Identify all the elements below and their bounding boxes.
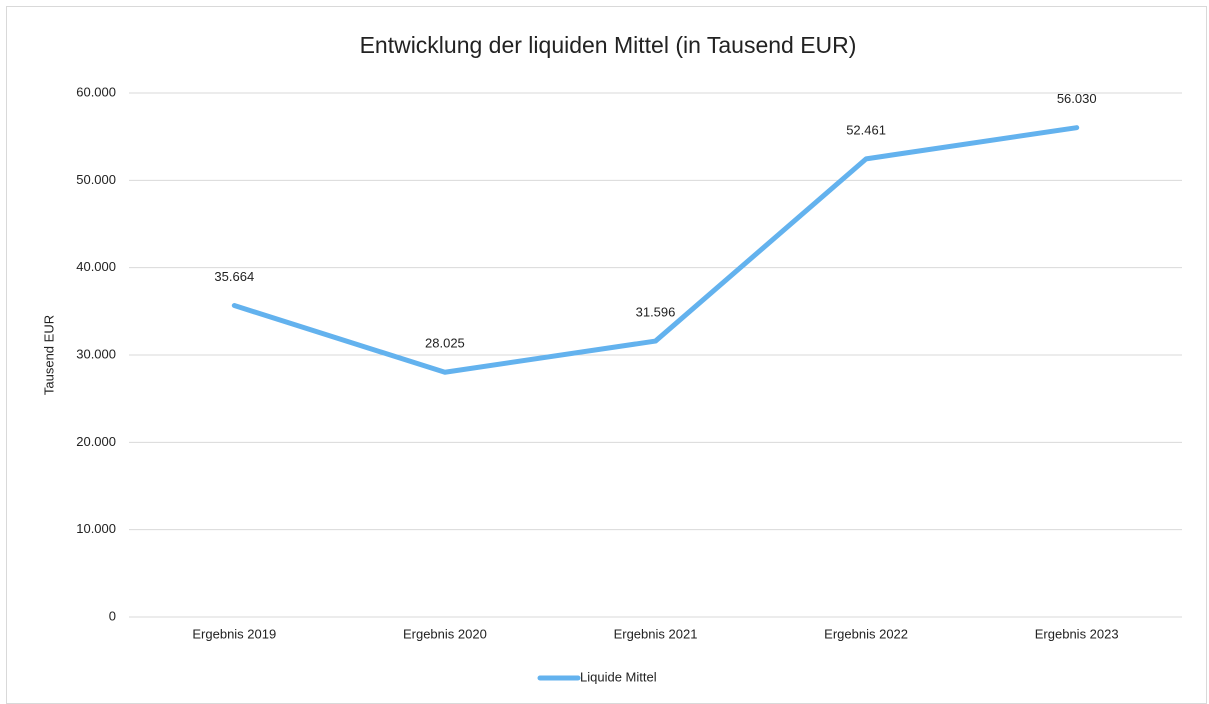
line	[231, 125, 1080, 375]
y-tick-label: 20.000	[76, 434, 116, 449]
y-tick-label: 40.000	[76, 259, 116, 274]
legend-label: Liquide Mittel	[580, 669, 657, 684]
data-label: 28.025	[425, 336, 465, 351]
chart-title: Entwicklung der liquiden Mittel (in Taus…	[360, 32, 857, 58]
y-tick-label: 30.000	[76, 346, 116, 361]
y-tick-label: 50.000	[76, 172, 116, 187]
x-tick-label: Ergebnis 2023	[1035, 626, 1119, 641]
y-axis-label: Tausend EUR	[41, 315, 56, 395]
x-tick-label: Ergebnis 2020	[403, 626, 487, 641]
y-tick-label: 60.000	[76, 84, 116, 99]
data-label: 52.461	[846, 122, 886, 137]
x-tick-label: Ergebnis 2021	[614, 626, 698, 641]
data-label: 31.596	[636, 304, 676, 319]
y-tick-label: 10.000	[76, 521, 116, 536]
data-label: 56.030	[1057, 91, 1097, 106]
data-label: 35.664	[214, 269, 254, 284]
y-tick-label: 0	[109, 608, 116, 623]
x-tick-label: Ergebnis 2019	[192, 626, 276, 641]
x-tick-label: Ergebnis 2022	[824, 626, 908, 641]
